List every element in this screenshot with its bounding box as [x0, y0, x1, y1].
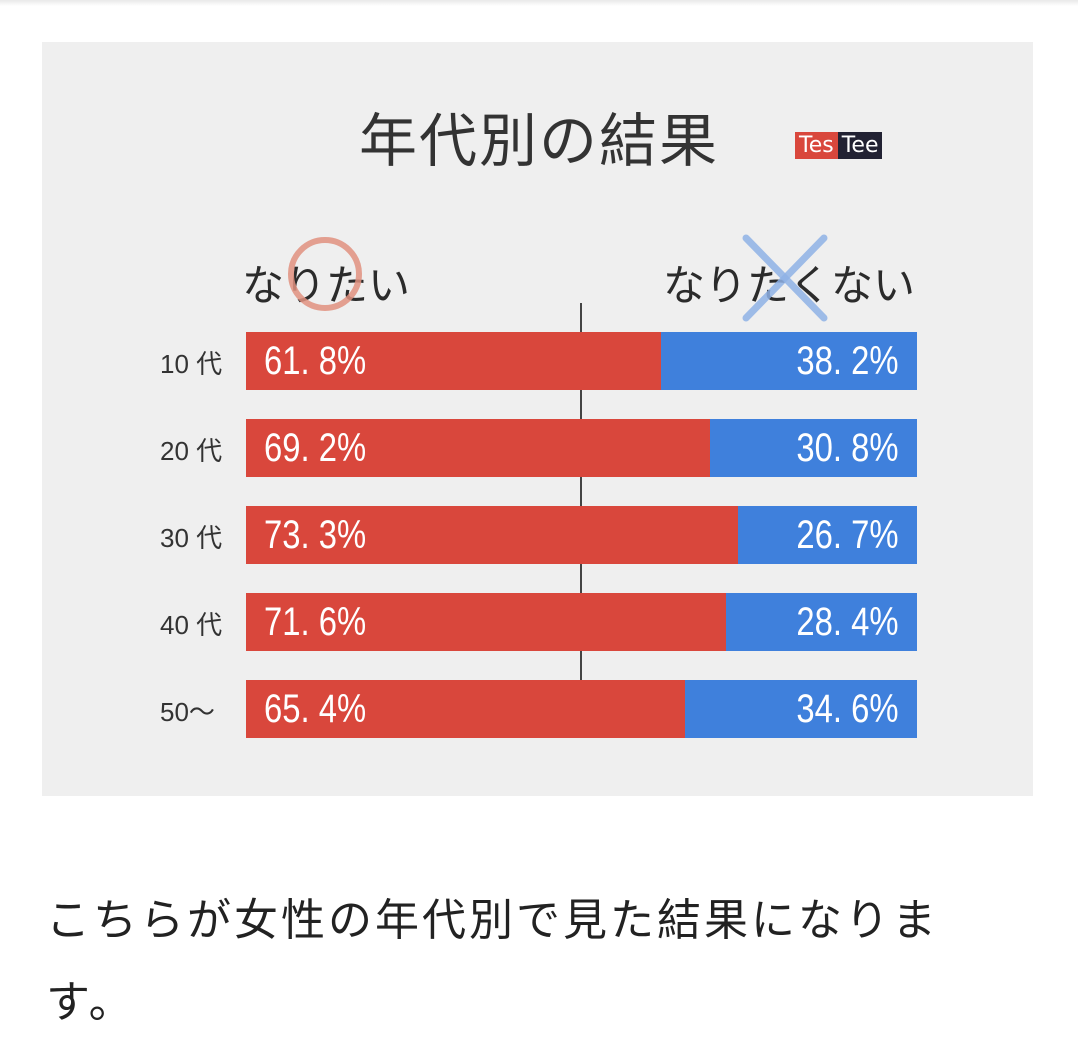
- value-label-want: 71. 6%: [264, 600, 367, 644]
- bar-not-want: 28. 4%: [726, 593, 917, 651]
- value-label-want: 65. 4%: [264, 687, 367, 731]
- logo-right-text: Tee: [837, 132, 883, 159]
- bar-want: 69. 2%: [246, 419, 711, 477]
- value-label-not-want: 28. 4%: [796, 600, 899, 644]
- row-label: 40 代: [160, 610, 223, 640]
- cross-mark-icon: [742, 234, 828, 322]
- value-label-want: 61. 8%: [264, 339, 367, 383]
- bar-row: 61. 8% 38. 2%: [246, 332, 917, 390]
- bar-not-want: 26. 7%: [737, 506, 917, 564]
- value-label-want: 69. 2%: [264, 426, 367, 470]
- value-label-not-want: 34. 6%: [796, 687, 899, 731]
- top-divider: [0, 0, 1078, 6]
- bar-row: 65. 4% 34. 6%: [246, 680, 917, 738]
- value-label-not-want: 30. 8%: [796, 426, 899, 470]
- bar-want: 71. 6%: [246, 593, 727, 651]
- bar-want: 65. 4%: [246, 680, 685, 738]
- row-label: 20 代: [160, 436, 223, 466]
- bar-row: 69. 2% 30. 8%: [246, 419, 917, 477]
- row-label: 50〜: [160, 697, 215, 727]
- center-divider: [580, 303, 582, 680]
- value-label-want: 73. 3%: [264, 513, 367, 557]
- bar-not-want: 30. 8%: [710, 419, 917, 477]
- bar-not-want: 38. 2%: [660, 332, 917, 390]
- row-label: 30 代: [160, 523, 223, 553]
- bar-want: 61. 8%: [246, 332, 661, 390]
- circle-mark-icon: [288, 237, 362, 311]
- logo-left-text: Tes: [795, 132, 838, 159]
- bar-want: 73. 3%: [246, 506, 738, 564]
- bar-row: 71. 6% 28. 4%: [246, 593, 917, 651]
- caption-text: こちらが女性の年代別で見た結果になります。: [46, 895, 939, 1028]
- testee-logo: Tes Tee: [795, 132, 883, 159]
- bar-row: 73. 3% 26. 7%: [246, 506, 917, 564]
- value-label-not-want: 38. 2%: [796, 339, 899, 383]
- row-label: 10 代: [160, 349, 223, 379]
- bar-not-want: 34. 6%: [684, 680, 917, 738]
- chart-title: 年代別の結果: [358, 107, 719, 175]
- value-label-not-want: 26. 7%: [796, 513, 899, 557]
